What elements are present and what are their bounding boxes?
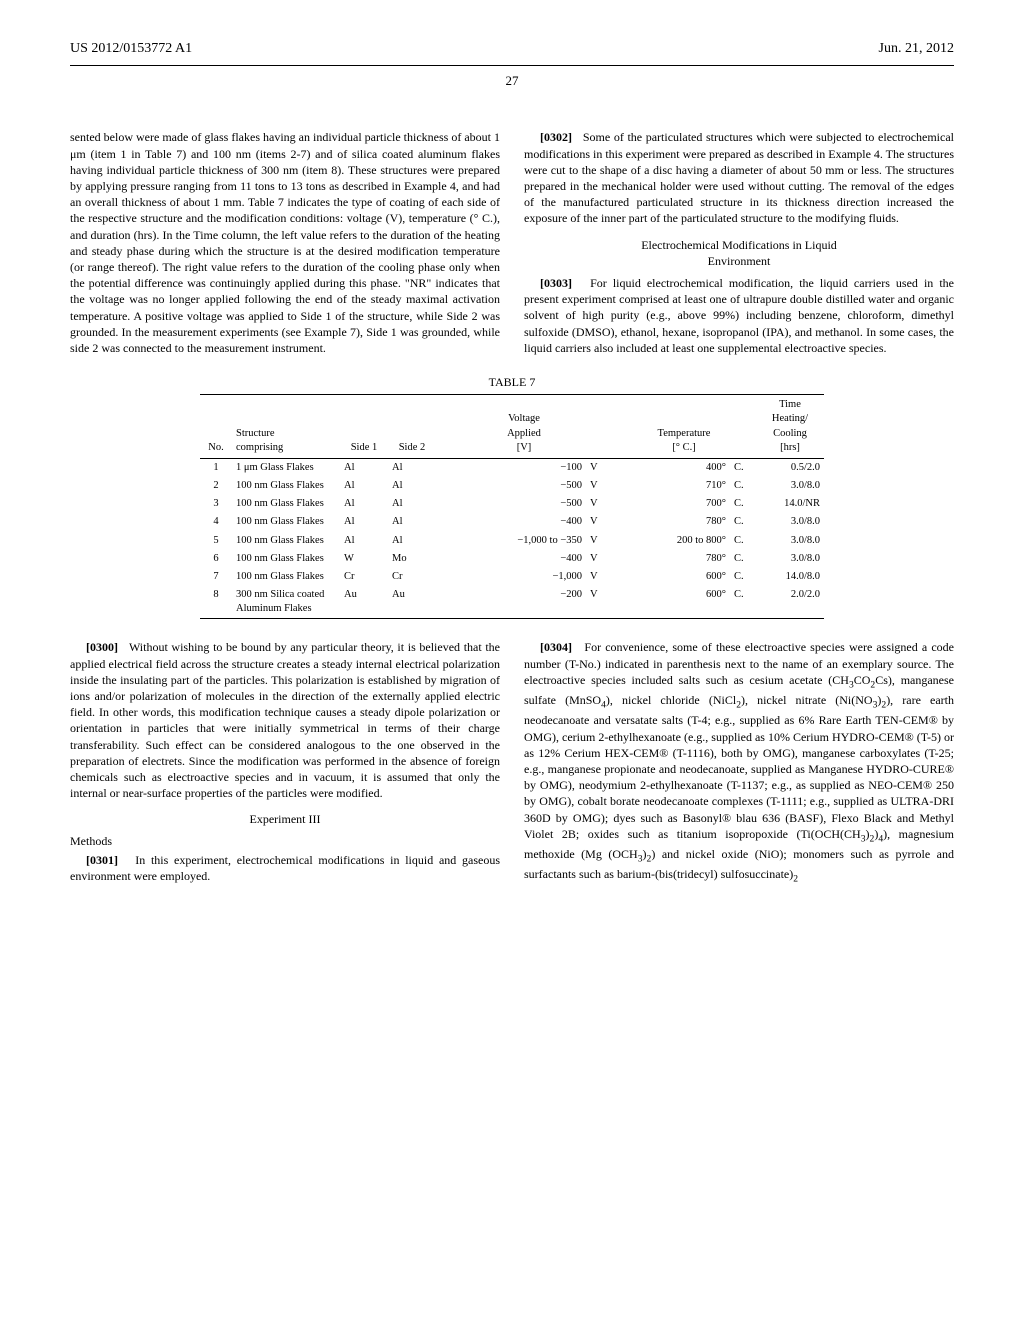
table-row: 8300 nm Silica coated Aluminum FlakesAuA… bbox=[200, 586, 824, 619]
para-0303-text: For liquid electrochemical modification,… bbox=[524, 276, 954, 355]
table-row: 6100 nm Glass FlakesWMo−400V780°C.3.0/8.… bbox=[200, 550, 824, 568]
table7: No. Structurecomprising Side 1 Side 2 Vo… bbox=[200, 394, 824, 619]
th-side1: Side 1 bbox=[340, 395, 388, 459]
publication-number: US 2012/0153772 A1 bbox=[70, 40, 192, 59]
para-num-0304: [0304] bbox=[540, 640, 572, 654]
table-row: 3100 nm Glass FlakesAlAl−500V700°C.14.0/… bbox=[200, 495, 824, 513]
th-voltage: VoltageApplied[V] bbox=[436, 395, 612, 459]
page-header: US 2012/0153772 A1 Jun. 21, 2012 bbox=[70, 40, 954, 59]
para-num-0302: [0302] bbox=[540, 130, 572, 144]
table7-caption: TABLE 7 bbox=[200, 374, 824, 390]
table7-container: TABLE 7 No. Structurecomprising Side 1 S… bbox=[200, 366, 824, 629]
methods-heading: Methods bbox=[70, 833, 500, 849]
para-num-0300: [0300] bbox=[86, 640, 118, 654]
th-structure: Structurecomprising bbox=[232, 395, 340, 459]
bottom-columns: [0300] Without wishing to be bound by an… bbox=[70, 639, 954, 891]
para-0301-text: In this experiment, electrochemical modi… bbox=[70, 853, 500, 883]
top-columns: sented below were made of glass flakes h… bbox=[70, 129, 954, 362]
para-0302-text: Some of the particulated structures whic… bbox=[524, 130, 954, 225]
header-rule bbox=[70, 65, 954, 66]
paragraph-0304: [0304] For convenience, some of these el… bbox=[524, 639, 954, 886]
para-0300-text: Without wishing to be bound by any parti… bbox=[70, 640, 500, 800]
para-num-0301: [0301] bbox=[86, 853, 118, 867]
table-row: 5100 nm Glass FlakesAlAl−1,000 to −350V2… bbox=[200, 532, 824, 550]
paragraph-0303: [0303] For liquid electrochemical modifi… bbox=[524, 275, 954, 356]
paragraph-0300: [0300] Without wishing to be bound by an… bbox=[70, 639, 500, 801]
th-temp: Temperature[° C.] bbox=[612, 395, 756, 459]
table-row: 2100 nm Glass FlakesAlAl−500V710°C.3.0/8… bbox=[200, 477, 824, 495]
experiment-heading: Experiment III bbox=[70, 811, 500, 827]
paragraph-0301: [0301] In this experiment, electrochemic… bbox=[70, 852, 500, 884]
para-num-0303: [0303] bbox=[540, 276, 572, 290]
continued-paragraph: sented below were made of glass flakes h… bbox=[70, 129, 500, 356]
publication-date: Jun. 21, 2012 bbox=[879, 40, 954, 59]
th-no: No. bbox=[200, 395, 232, 459]
th-time: TimeHeating/Cooling[hrs] bbox=[756, 395, 824, 459]
paragraph-0302: [0302] Some of the particulated structur… bbox=[524, 129, 954, 226]
table-row: 4100 nm Glass FlakesAlAl−400V780°C.3.0/8… bbox=[200, 513, 824, 531]
th-side2: Side 2 bbox=[388, 395, 436, 459]
table-row: 11 μm Glass FlakesAlAl−100V400°C.0.5/2.0 bbox=[200, 458, 824, 477]
table-row: 7100 nm Glass FlakesCrCr−1,000V600°C.14.… bbox=[200, 568, 824, 586]
section-heading-liquid: Electrochemical Modifications in Liquid … bbox=[524, 237, 954, 269]
page-number: 27 bbox=[70, 72, 954, 90]
